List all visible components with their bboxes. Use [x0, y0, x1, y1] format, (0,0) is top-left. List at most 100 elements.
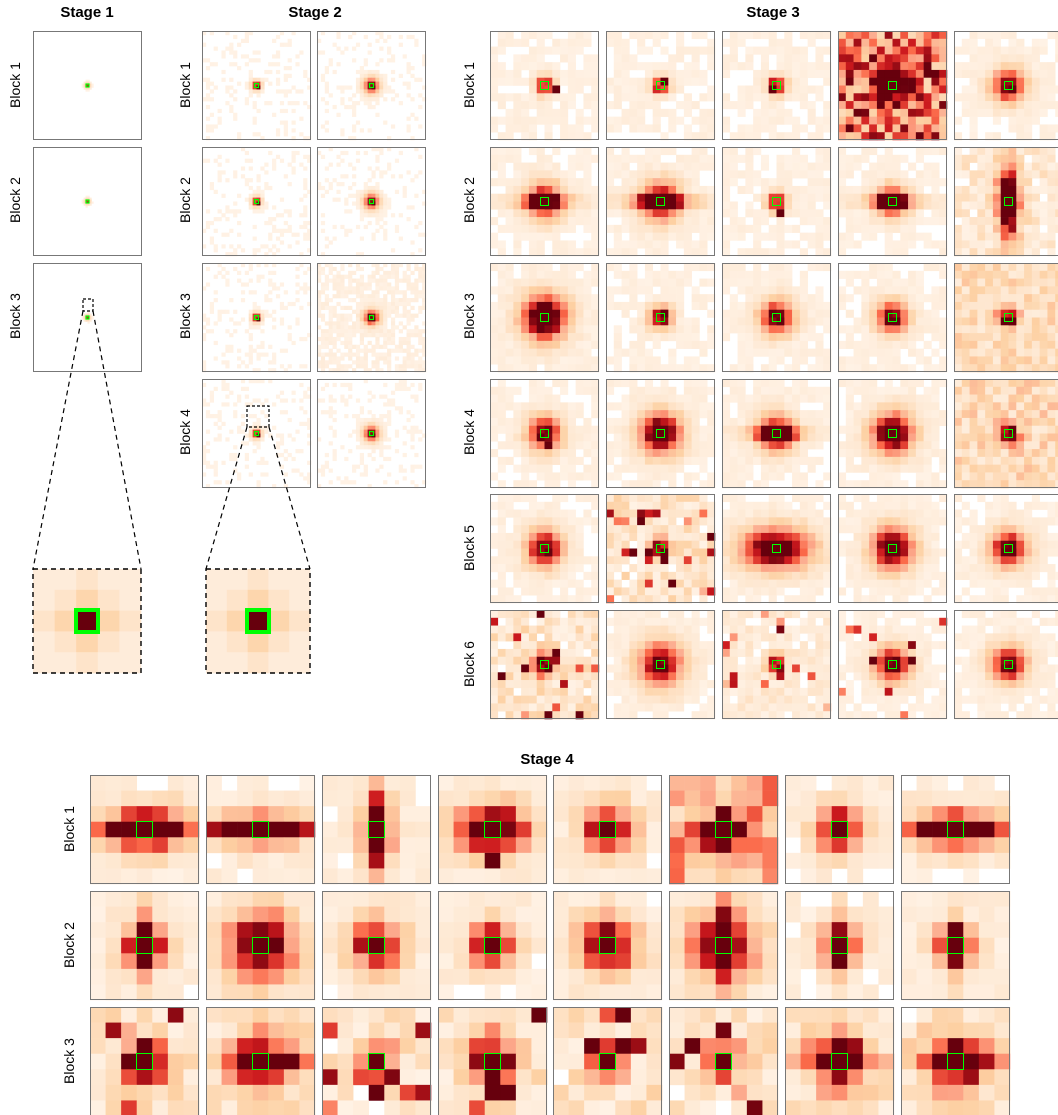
heat-cell — [213, 244, 218, 249]
heat-cell — [1031, 77, 1040, 86]
heat-cell — [613, 193, 622, 202]
heat-cell — [359, 321, 365, 326]
heat-cell — [552, 364, 561, 373]
heat-cell — [287, 42, 292, 47]
heat-cell — [324, 282, 329, 287]
heat-cell — [89, 197, 92, 200]
heat-cell — [202, 228, 207, 233]
heat-cell — [823, 472, 832, 481]
heat-cell — [637, 101, 646, 110]
heat-cell — [552, 217, 561, 226]
heat-cell — [348, 286, 353, 291]
heat-cell — [760, 464, 770, 473]
heat-cell — [371, 298, 376, 303]
heat-cell — [422, 364, 427, 369]
heat-cell — [1031, 85, 1040, 94]
heat-cell — [291, 158, 296, 163]
heat-cell — [422, 282, 427, 287]
heat-cell — [613, 224, 622, 233]
heat-cell — [799, 301, 808, 311]
heat-cell — [722, 178, 731, 187]
heat-cell — [784, 193, 793, 202]
heat-cell — [760, 449, 770, 458]
heat-cell — [683, 472, 692, 481]
heat-cell — [1000, 333, 1009, 342]
heat-cell — [939, 132, 948, 141]
heat-cell — [209, 464, 214, 469]
heat-cell — [845, 209, 854, 218]
heat-cell — [591, 116, 600, 125]
heat-cell — [760, 325, 770, 334]
heat-cell — [567, 170, 576, 179]
heat-cell — [371, 77, 376, 82]
heat-cell — [637, 449, 646, 458]
heat-cell — [745, 46, 754, 55]
heat-cell — [567, 38, 576, 47]
heat-cell — [317, 364, 322, 369]
heat-cell — [248, 205, 253, 210]
heat-cell — [383, 309, 388, 314]
heat-cell — [375, 263, 380, 268]
heat-cell — [823, 417, 832, 427]
heat-cell — [375, 38, 380, 43]
heat-cell — [707, 425, 716, 434]
heat-cell — [225, 386, 230, 391]
heat-cell — [394, 364, 400, 369]
heat-cell — [745, 402, 754, 411]
heat-cell — [248, 31, 253, 36]
heat-cell — [613, 301, 622, 311]
heat-cell — [363, 317, 368, 322]
heat-cell — [371, 425, 376, 430]
heat-cell — [869, 402, 878, 411]
heat-cell — [575, 201, 584, 210]
heat-cell — [87, 321, 90, 324]
heat-cell — [352, 468, 357, 473]
heat-cell — [272, 38, 277, 43]
heat-cell — [248, 77, 253, 82]
heat-cell — [613, 69, 622, 79]
heat-cell — [644, 170, 654, 179]
heat-cell — [336, 85, 341, 90]
heat-cell — [908, 193, 917, 202]
heat-cell — [784, 31, 793, 40]
heat-cell — [969, 108, 978, 117]
heat-cell — [1039, 124, 1048, 133]
heat-cell — [291, 101, 296, 106]
heat-cell — [217, 209, 222, 214]
heat-cell — [853, 386, 862, 395]
heat-cell — [528, 132, 538, 141]
heat-cell — [954, 209, 963, 218]
heat-cell — [637, 286, 646, 295]
heat-cell — [954, 132, 963, 141]
heat-cell — [398, 174, 403, 179]
heat-cell — [410, 317, 415, 322]
heat-cell — [521, 224, 530, 233]
heat-cell — [375, 301, 380, 307]
heat-cell — [768, 294, 777, 303]
heat-cell — [387, 305, 392, 311]
heat-cell — [248, 201, 253, 206]
heat-cell — [544, 93, 553, 102]
heat-cell — [900, 240, 909, 249]
heat-cell — [332, 398, 337, 403]
heat-cell — [908, 386, 917, 395]
heat-cell — [418, 437, 423, 442]
heat-cell — [406, 205, 411, 210]
attention-map — [838, 147, 948, 257]
heat-cell — [528, 379, 538, 388]
heat-cell — [792, 417, 801, 427]
heat-cell — [367, 398, 372, 403]
heat-cell — [1000, 364, 1009, 373]
heat-cell — [544, 340, 553, 349]
heat-cell — [536, 217, 545, 226]
heat-cell — [387, 282, 392, 287]
heat-cell — [939, 364, 948, 373]
heat-cell — [528, 480, 538, 489]
heat-cell — [295, 89, 300, 94]
heat-cell — [332, 433, 337, 438]
heat-cell — [229, 390, 234, 395]
heat-cell — [939, 217, 948, 226]
heat-cell — [332, 356, 337, 361]
heat-cell — [359, 286, 365, 291]
heat-cell — [344, 340, 349, 346]
